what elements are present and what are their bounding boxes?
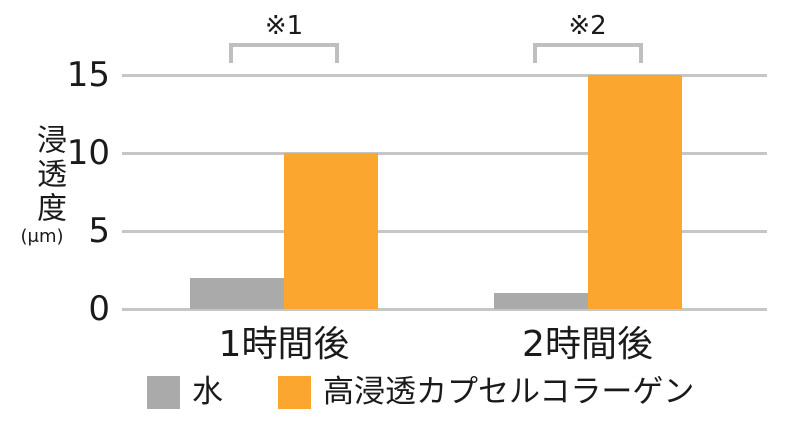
legend: 水 高浸透カプセルコラーゲン	[0, 376, 800, 416]
bar-series-0-group-0	[190, 277, 284, 309]
legend-swatch-0	[147, 376, 180, 409]
legend-item-1: 高浸透カプセルコラーゲン	[278, 376, 694, 409]
comparison-bracket-1	[532, 43, 643, 63]
x-axis-label-0: 1時間後	[218, 324, 350, 365]
annotation-label-0: ※1	[264, 11, 304, 41]
y-tick-label-10: 10	[66, 133, 110, 173]
legend-label-0: 水	[192, 374, 223, 410]
bar-series-1-group-0	[284, 153, 378, 309]
bar-series-1-group-1	[587, 75, 682, 309]
y-tick-label-5: 5	[88, 211, 110, 251]
comparison-bracket-0	[229, 43, 339, 63]
gridline-y-15	[122, 73, 767, 77]
annotation-label-1: ※2	[568, 11, 607, 41]
y-axis-title: 浸透度	[31, 124, 66, 226]
gridline-y-10	[122, 151, 767, 155]
y-axis-unit: (μm)	[20, 226, 64, 247]
x-axis-label-1: 2時間後	[522, 324, 653, 365]
legend-label-1: 高浸透カプセルコラーゲン	[323, 374, 695, 410]
plot-area: 0 5 10 15 1時間後 ※1 2時間後 ※2	[67, 11, 767, 365]
gridline-y-0	[122, 307, 767, 311]
legend-item-0: 水	[147, 376, 223, 409]
bar-series-0-group-1	[493, 293, 588, 309]
y-tick-label-0: 0	[88, 289, 110, 329]
legend-swatch-1	[278, 376, 311, 409]
y-tick-label-15: 15	[66, 55, 110, 95]
gridline-y-5	[122, 229, 767, 233]
